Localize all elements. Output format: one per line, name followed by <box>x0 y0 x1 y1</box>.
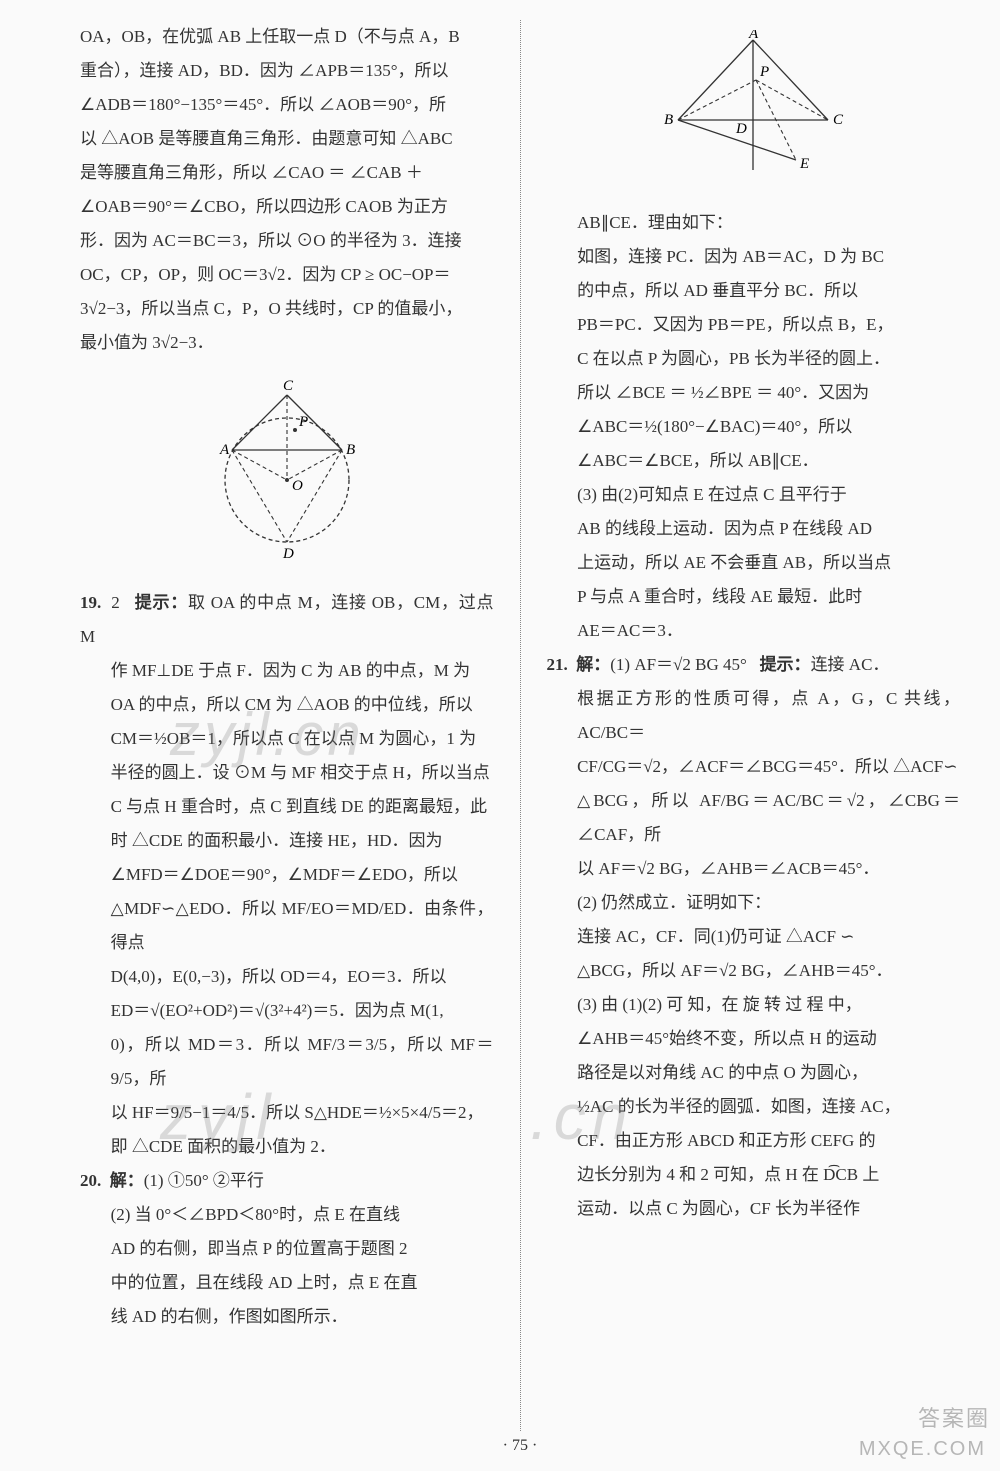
q20c-1: 如图，连接 PC．因为 AB＝AC，D 为 BC <box>577 240 960 274</box>
q19-h7: ∠MFD＝∠DOE＝90°，∠MDF＝∠EDO，所以 <box>111 858 494 892</box>
q19-body: 作 MF⊥DE 于点 F．因为 C 为 AB 的中点，M 为 OA 的中点，所以… <box>111 654 494 1164</box>
p18-l9: 最小值为 3√2−3． <box>80 326 494 360</box>
q20c-4: C 在以点 P 为圆心，PB 长为半径的圆上． <box>577 342 960 376</box>
q21-h0: 连接 AC． <box>811 655 890 674</box>
q20: 20. 解：(1) ①50° ②平行 (2) 当 0°＜∠BPD＜80°时，点 … <box>80 1164 494 1334</box>
q20-body: (2) 当 0°＜∠BPD＜80°时，点 E 在直线 AD 的右侧，即当点 P … <box>111 1198 494 1334</box>
svg-text:D: D <box>282 546 294 560</box>
q20c-11: P 与点 A 重合时，线段 AE 最短．此时 <box>577 580 960 614</box>
svg-text:P: P <box>759 64 769 80</box>
svg-text:B: B <box>664 112 673 128</box>
svg-text:A: A <box>748 30 759 42</box>
two-column-layout: OA，OB，在优弧 AB 上任取一点 D（不与点 A，B 重合），连接 AD，B… <box>80 20 960 1431</box>
q19-ans: 2 <box>111 593 120 612</box>
q19-h12: 以 HF＝9/5−1＝4/5．所以 S△HDE＝½×5×4/5＝2， <box>111 1096 494 1130</box>
q21-h1: 根据正方形的性质可得，点 A，G，C 共线，AC/BC＝ <box>577 682 960 750</box>
column-divider <box>520 20 521 1431</box>
q19-h10: ED＝√(EO²+OD²)＝√(3²+4²)＝5．因为点 M(1, <box>111 994 494 1028</box>
q19-h1: 作 MF⊥DE 于点 F．因为 C 为 AB 的中点，M 为 <box>111 654 494 688</box>
svg-text:A: A <box>219 442 230 458</box>
q20c-10: 上运动，所以 AE 不会垂直 AB，所以当点 <box>577 546 960 580</box>
p18-l2: ∠ADB＝180°−135°＝45°．所以 ∠AOB＝90°，所 <box>80 88 494 122</box>
q21-p1a: (1) AF＝√2 BG 45° <box>610 655 747 674</box>
q21: 21. 解：(1) AF＝√2 BG 45° 提示：连接 AC． 根据正方形的性… <box>547 648 961 1226</box>
q20-cont: AB∥CE．理由如下： 如图，连接 PC．因为 AB＝AC，D 为 BC 的中点… <box>577 206 960 648</box>
q21-p2-2: △BCG，所以 AF＝√2 BG，∠AHB＝45°． <box>577 954 960 988</box>
q21-p3-6: 运动．以点 C 为圆心，CF 长为半径作 <box>577 1192 960 1226</box>
p18-l0: OA，OB，在优弧 AB 上任取一点 D（不与点 A，B <box>80 20 494 54</box>
p18-l7: OC，CP，OP，则 OC＝3√2．因为 CP ≥ OC−OP＝ <box>80 258 494 292</box>
p18-l4: 是等腰直角三角形，所以 ∠CAO ＝ ∠CAB ＋ <box>80 156 494 190</box>
svg-text:C: C <box>833 112 844 128</box>
q19: 19. 2 提示：取 OA 的中点 M，连接 OB，CM，过点 M 作 MF⊥D… <box>80 586 494 1164</box>
svg-text:E: E <box>799 156 809 172</box>
q20c-6: ∠ABC＝½(180°−∠BAC)＝40°，所以 <box>577 410 960 444</box>
q21-body: 根据正方形的性质可得，点 A，G，C 共线，AC/BC＝ CF/CG＝√2，∠A… <box>577 682 960 1226</box>
figure-20: A B C D E P <box>547 30 961 192</box>
q20c-7: ∠ABC＝∠BCE，所以 AB∥CE． <box>577 444 960 478</box>
q21-p3-2: 路径是以对角线 AC 的中点 O 为圆心， <box>577 1056 960 1090</box>
q19-h8: △MDF∽△EDO．所以 MF/EO＝MD/ED．由条件，得点 <box>111 892 494 960</box>
q20c-8: (3) 由(2)可知点 E 在过点 C 且平行于 <box>577 478 960 512</box>
p18-l6: 形．因为 AC＝BC＝3，所以 ⊙O 的半径为 3．连接 <box>80 224 494 258</box>
q21-num: 21. <box>547 655 568 674</box>
q19-h6: 时 △CDE 的面积最小．连接 HE，HD．因为 <box>111 824 494 858</box>
q19-h13: 即 △CDE 面积的最小值为 2． <box>111 1130 494 1164</box>
q20c-3: PB＝PC．又因为 PB＝PE，所以点 B，E， <box>577 308 960 342</box>
q21-p2-0: (2) 仍然成立．证明如下： <box>577 886 960 920</box>
q20-num: 20. <box>80 1171 101 1190</box>
q19-h11: 0)，所以 MD＝3．所以 MF/3＝3/5，所以 MF＝9/5，所 <box>111 1028 494 1096</box>
q21-p2-1: 连接 AC，CF．同(1)仍可证 △ACF ∽ <box>577 920 960 954</box>
q20c-2: 的中点，所以 AD 垂直平分 BC．所以 <box>577 274 960 308</box>
corner-url: MXQE.COM <box>859 1438 986 1461</box>
q20c-12: AE＝AC＝3． <box>577 614 960 648</box>
p18-l3: 以 △AOB 是等腰直角三角形．由题意可知 △ABC <box>80 122 494 156</box>
q21-h4: 以 AF＝√2 BG，∠AHB＝∠ACB＝45°． <box>577 852 960 886</box>
q21-hint-label: 提示： <box>760 655 811 674</box>
q20c-9: AB 的线段上运动．因为点 P 在线段 AD <box>577 512 960 546</box>
p18-l5: ∠OAB＝90°＝∠CBO，所以四边形 CAOB 为正方 <box>80 190 494 224</box>
q20c-5: 所以 ∠BCE ＝ ½∠BPE ＝ 40°．又因为 <box>577 376 960 410</box>
q19-h5: C 与点 H 重合时，点 C 到直线 DE 的距离最短，此 <box>111 790 494 824</box>
q19-num: 19. <box>80 593 101 612</box>
q21-p3-0: (3) 由 (1)(2) 可 知，在 旋 转 过 程 中， <box>577 988 960 1022</box>
p18-l8: 3√2−3，所以当点 C，P，O 共线时，CP 的值最小， <box>80 292 494 326</box>
q20-p2-0: (2) 当 0°＜∠BPD＜80°时，点 E 在直线 <box>111 1198 494 1232</box>
q20-p2-1: AD 的右侧，即当点 P 的位置高于题图 2 <box>111 1232 494 1266</box>
corner-brand: 答案圈 <box>918 1401 990 1433</box>
q20-label: 解： <box>110 1171 144 1190</box>
q19-h3: CM＝½OB＝1，所以点 C 在以点 M 为圆心，1 为 <box>111 722 494 756</box>
q20c-0: AB∥CE．理由如下： <box>577 206 960 240</box>
svg-text:B: B <box>346 442 355 458</box>
svg-text:D: D <box>735 121 747 137</box>
figure-18: A B C O P D <box>80 370 494 572</box>
q19-h9: D(4,0)，E(0,−3)，所以 OD＝4，EO＝3．所以 <box>111 960 494 994</box>
svg-text:C: C <box>283 378 294 394</box>
q20-p1: (1) ①50° ②平行 <box>144 1171 264 1190</box>
q21-h2: CF/CG＝√2，∠ACF＝∠BCG＝45°．所以 △ACF∽ <box>577 750 960 784</box>
page: OA，OB，在优弧 AB 上任取一点 D（不与点 A，B 重合），连接 AD，B… <box>0 0 1000 1471</box>
q21-p3-1: ∠AHB＝45°始终不变，所以点 H 的运动 <box>577 1022 960 1056</box>
q21-p3-3: ½AC 的长为半径的圆弧．如图，连接 AC， <box>577 1090 960 1124</box>
q19-h4: 半径的圆上．设 ⊙M 与 MF 相交于点 H，所以当点 <box>111 756 494 790</box>
q21-h3: △BCG，所以 AF/BG＝AC/BC＝√2，∠CBG＝∠CAF，所 <box>577 784 960 852</box>
p18-l1: 重合），连接 AD，BD．因为 ∠APB＝135°，所以 <box>80 54 494 88</box>
q21-p3-5: 边长分别为 4 和 2 可知，点 H 在 D͡CB 上 <box>577 1158 960 1192</box>
q19-hint-label: 提示： <box>135 593 188 612</box>
q20-p2-3: 线 AD 的右侧，作图如图所示． <box>111 1300 494 1334</box>
svg-text:P: P <box>298 414 308 430</box>
q21-label: 解： <box>576 655 610 674</box>
page-number: · 75 · <box>80 1431 960 1455</box>
q19-h2: OA 的中点，所以 CM 为 △AOB 的中位线，所以 <box>111 688 494 722</box>
right-column: A B C D E P AB∥CE．理由如下： 如图，连接 PC．因为 AB＝A… <box>547 20 961 1431</box>
left-column: OA，OB，在优弧 AB 上任取一点 D（不与点 A，B 重合），连接 AD，B… <box>80 20 494 1431</box>
q21-p3-4: CF．由正方形 ABCD 和正方形 CEFG 的 <box>577 1124 960 1158</box>
svg-text:O: O <box>292 478 303 494</box>
q20-p2-2: 中的位置，且在线段 AD 上时，点 E 在直 <box>111 1266 494 1300</box>
